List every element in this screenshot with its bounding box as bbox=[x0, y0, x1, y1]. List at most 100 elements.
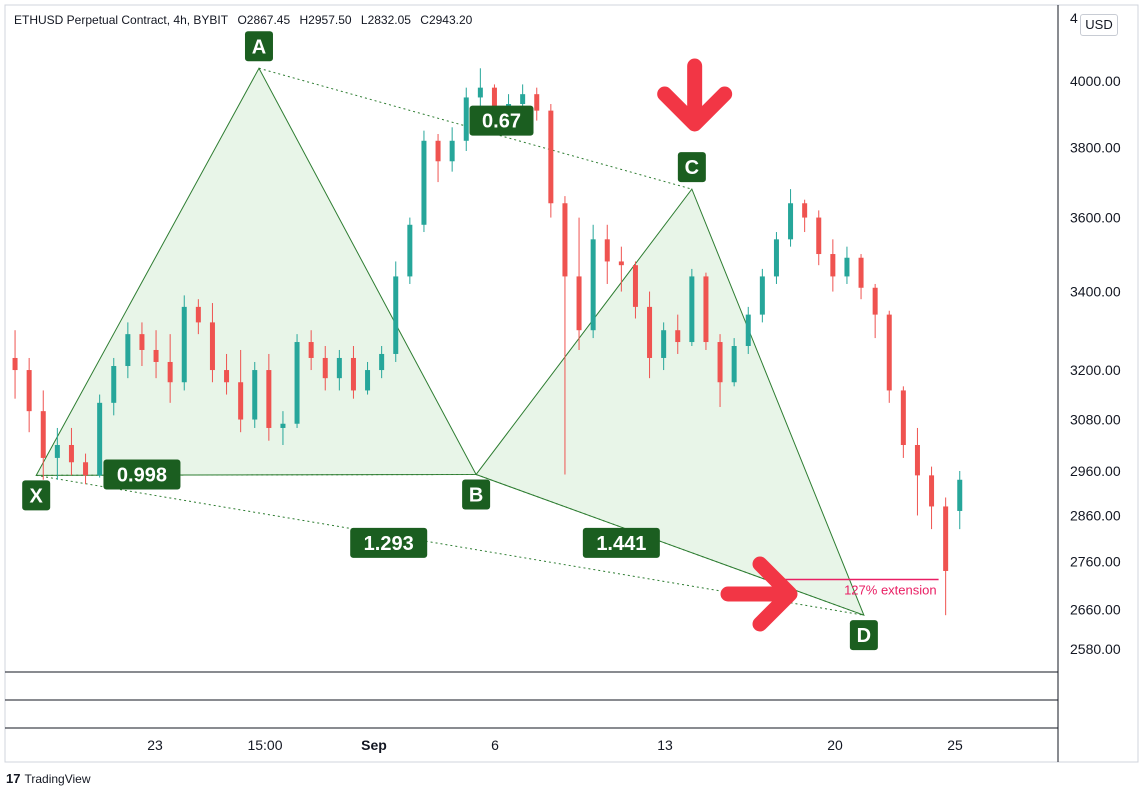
candle bbox=[745, 306, 751, 354]
ratio-label-text: 1.293 bbox=[364, 533, 414, 555]
candle-body bbox=[562, 203, 568, 277]
tradingview-brand[interactable]: 17 TradingView bbox=[6, 771, 91, 786]
symbol-name: ETHUSD Perpetual Contract, 4h, BYBIT bbox=[14, 13, 229, 27]
candle bbox=[576, 217, 582, 350]
ratio-label-text: 1.441 bbox=[596, 533, 646, 555]
point-label-box bbox=[244, 31, 273, 62]
candle-body bbox=[703, 276, 709, 343]
y-tick-label-partial: 4 bbox=[1070, 10, 1078, 26]
candle-body bbox=[858, 257, 864, 288]
candle-body bbox=[632, 265, 638, 307]
candle-body bbox=[661, 330, 667, 358]
candle bbox=[111, 357, 117, 416]
candle bbox=[858, 254, 864, 300]
point-label-text: C bbox=[685, 157, 699, 179]
right-arrow-icon bbox=[720, 556, 798, 632]
ratio-label-box bbox=[103, 459, 181, 490]
candle bbox=[181, 295, 187, 391]
ratio-label: 1.441 bbox=[582, 527, 660, 558]
candle bbox=[97, 394, 103, 478]
candle-body bbox=[224, 370, 230, 383]
candle-body bbox=[139, 334, 145, 350]
candle-body bbox=[463, 97, 469, 141]
candle-body bbox=[844, 257, 850, 277]
candle bbox=[534, 87, 540, 121]
x-tick-label: Sep bbox=[361, 737, 387, 753]
y-tick-label: 3080.00 bbox=[1070, 412, 1121, 428]
candle-body bbox=[816, 217, 822, 255]
chart-frame bbox=[4, 4, 1139, 763]
point-label-b: B bbox=[462, 479, 491, 510]
point-label-d: D bbox=[849, 620, 878, 651]
candle bbox=[604, 224, 610, 284]
candle-body bbox=[54, 444, 60, 458]
candle bbox=[590, 224, 596, 339]
candle bbox=[463, 87, 469, 151]
candle-body bbox=[195, 306, 201, 323]
y-tick-label: 2760.00 bbox=[1070, 554, 1121, 570]
candle-body bbox=[900, 390, 906, 445]
candle-body bbox=[350, 357, 356, 391]
candle bbox=[773, 232, 779, 284]
tradingview-logo-icon: 17 bbox=[6, 771, 21, 786]
candle-body bbox=[393, 276, 399, 354]
candle bbox=[26, 357, 32, 433]
ratio-label-text: 0.998 bbox=[117, 464, 167, 486]
candle-body bbox=[181, 306, 187, 383]
candle bbox=[40, 390, 46, 480]
candle bbox=[562, 196, 568, 475]
ratio-label: 1.293 bbox=[350, 527, 428, 558]
candle-body bbox=[365, 370, 371, 391]
candle bbox=[252, 361, 258, 428]
candles bbox=[12, 68, 963, 616]
candle-body bbox=[788, 203, 794, 240]
candle-body bbox=[520, 94, 526, 105]
candle bbox=[224, 353, 230, 395]
candle bbox=[209, 303, 215, 383]
y-tick-label: 3600.00 bbox=[1070, 210, 1121, 226]
candle bbox=[943, 497, 949, 616]
ratio-label-box bbox=[469, 105, 534, 136]
candle bbox=[153, 330, 159, 379]
x-tick-label: 20 bbox=[827, 737, 843, 753]
candle-body bbox=[886, 314, 892, 391]
candle bbox=[294, 334, 300, 428]
candle-body bbox=[252, 370, 258, 420]
point-label-box bbox=[22, 480, 51, 511]
y-tick-label: 2860.00 bbox=[1070, 507, 1121, 523]
point-label-text: X bbox=[30, 485, 44, 507]
candle bbox=[393, 261, 399, 362]
point-label-box bbox=[677, 152, 706, 183]
candle bbox=[957, 470, 963, 530]
high-value: H2957.50 bbox=[299, 13, 352, 27]
currency-button[interactable]: USD bbox=[1080, 14, 1118, 36]
candle bbox=[618, 246, 624, 292]
candle-body bbox=[209, 322, 215, 371]
candle-body bbox=[590, 239, 596, 331]
x-tick-label: 25 bbox=[947, 737, 963, 753]
y-tick-label: 2960.00 bbox=[1070, 463, 1121, 479]
point-label-c: C bbox=[677, 152, 706, 183]
candle-body bbox=[689, 276, 695, 343]
candle bbox=[816, 210, 822, 266]
candle bbox=[421, 130, 427, 233]
time-axis: 23 15:00 Sep 6 13 20 25 bbox=[147, 737, 963, 753]
candle bbox=[266, 353, 272, 441]
candle-body bbox=[731, 345, 737, 383]
candle-body bbox=[167, 361, 173, 383]
candle bbox=[703, 272, 709, 350]
candle bbox=[900, 386, 906, 458]
candle-body bbox=[802, 203, 808, 218]
candle-body bbox=[421, 140, 427, 225]
symbol-header: ETHUSD Perpetual Contract, 4h, BYBIT O28… bbox=[14, 13, 478, 27]
candle bbox=[54, 427, 60, 480]
candle-body bbox=[97, 402, 103, 476]
y-tick-label: 2580.00 bbox=[1070, 641, 1121, 657]
candle-body bbox=[759, 276, 765, 315]
candle-body bbox=[336, 357, 342, 379]
candle-body bbox=[929, 475, 935, 507]
y-tick-label: 3400.00 bbox=[1070, 284, 1121, 300]
candle-body bbox=[576, 276, 582, 331]
down-arrow-path bbox=[657, 58, 733, 132]
